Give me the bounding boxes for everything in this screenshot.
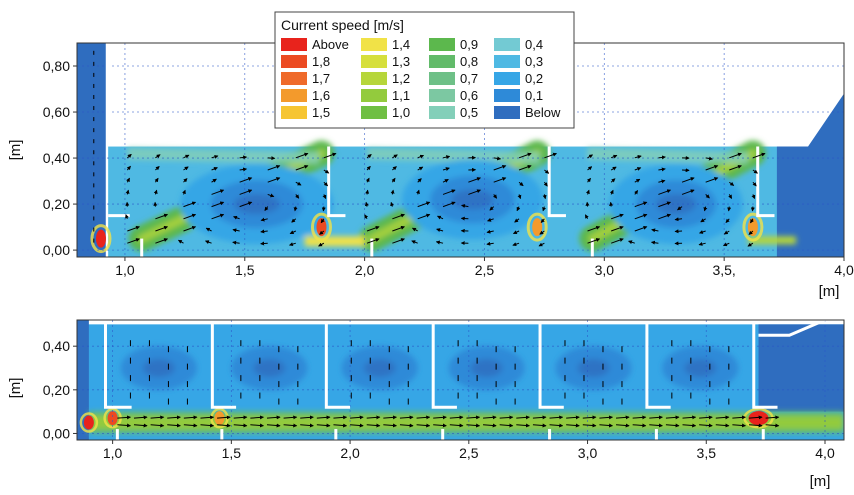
legend-label: 0,5 — [460, 105, 478, 120]
bottom-y-axis-label: [m] — [7, 378, 24, 399]
legend-label: 1,7 — [312, 71, 330, 86]
legend-swatch — [281, 55, 307, 68]
legend-swatch — [429, 106, 455, 119]
legend-swatch — [361, 89, 387, 102]
top-x-ticks: 1,0 1,5 2,0 2,5 3,0 3,5, 4,0 — [115, 257, 854, 278]
x-tick-label: 2,0 — [340, 445, 360, 461]
vortex-core — [577, 359, 609, 377]
legend-label: 1,4 — [392, 37, 410, 52]
legend-swatch — [429, 38, 455, 51]
floor-jet — [305, 236, 365, 246]
legend-swatch — [361, 72, 387, 85]
x-tick-label: 1,0 — [103, 445, 123, 461]
velocity-arrow — [729, 207, 730, 211]
bottom-y-ticks: 0,00 0,20 0,40 — [43, 338, 77, 441]
legend-label: 1,5 — [312, 105, 330, 120]
legend-swatch — [361, 55, 387, 68]
high-speed-spot — [84, 416, 94, 430]
vortex-core — [684, 359, 716, 377]
legend-label: 0,7 — [460, 71, 478, 86]
legend: Current speed [m/s] Above 1,8 1,7 1,6 1,5 1,4… — [275, 12, 574, 128]
top-y-axis-label: [m] — [7, 140, 24, 161]
legend-label: 1,1 — [392, 88, 410, 103]
legend-swatch — [281, 106, 307, 119]
top-y-ticks: 0,00 0,20 0,40 0,60 0,80 — [43, 58, 77, 258]
legend-label: 0,8 — [460, 54, 478, 69]
legend-swatch — [361, 38, 387, 51]
legend-swatch — [494, 55, 520, 68]
x-tick-label: 3,5 — [697, 445, 717, 461]
legend-swatch — [281, 38, 307, 51]
legend-swatch — [281, 72, 307, 85]
legend-label: Below — [525, 105, 561, 120]
legend-label: 0,1 — [525, 88, 543, 103]
high-speed-spot — [108, 411, 118, 425]
bottom-x-axis-label: [m] — [810, 473, 831, 490]
velocity-arrow — [323, 207, 324, 211]
legend-swatch — [494, 89, 520, 102]
legend-label: 1,8 — [312, 54, 330, 69]
legend-swatch — [429, 89, 455, 102]
x-tick-label: 2,5 — [475, 262, 495, 278]
legend-title: Current speed [m/s] — [281, 17, 404, 33]
legend-label: 1,2 — [392, 71, 410, 86]
vortex-core — [364, 359, 396, 377]
legend-label: Above — [312, 37, 349, 52]
x-tick-label: 2,5 — [459, 445, 479, 461]
legend-label: 0,2 — [525, 71, 543, 86]
legend-swatch — [281, 89, 307, 102]
y-tick-label: 0,00 — [43, 425, 70, 441]
bottom-chart: 1,0 1,5 2,0 2,5 3,0 3,5 4,0 0,00 0,20 0,40 [m] [… — [7, 320, 844, 490]
vortex-core — [253, 359, 285, 377]
high-speed-spot — [748, 218, 758, 236]
y-tick-label: 0,60 — [43, 104, 70, 120]
outlet-deep-region — [759, 324, 844, 411]
y-tick-label: 0,20 — [43, 196, 70, 212]
legend-swatch — [494, 38, 520, 51]
velocity-arrow — [261, 243, 268, 244]
legend-swatch — [494, 72, 520, 85]
y-tick-label: 0,40 — [43, 338, 70, 354]
legend-label: 0,6 — [460, 88, 478, 103]
x-tick-label: 1,5 — [222, 445, 242, 461]
x-tick-label: 2,0 — [355, 262, 375, 278]
legend-label: 1,3 — [392, 54, 410, 69]
velocity-arrow — [367, 190, 368, 194]
x-tick-label: 4,0 — [815, 445, 835, 461]
top-x-axis-label: [m] — [819, 283, 840, 300]
x-tick-label: 4,0 — [834, 262, 854, 278]
x-tick-label: 3,0 — [595, 262, 615, 278]
vortex-core — [143, 359, 175, 377]
y-tick-label: 0,20 — [43, 382, 70, 398]
velocity-arrow — [268, 158, 275, 159]
legend-swatch — [494, 106, 520, 119]
legend-swatch — [429, 72, 455, 85]
vortex-core — [471, 359, 503, 377]
x-tick-label: 1,0 — [115, 262, 135, 278]
legend-label: 0,4 — [525, 37, 543, 52]
y-tick-label: 0,00 — [43, 242, 70, 258]
legend-label: 1,0 — [392, 105, 410, 120]
x-tick-label: 3,0 — [578, 445, 598, 461]
high-speed-spot — [96, 230, 106, 248]
bottom-speed-field — [77, 320, 844, 440]
velocity-arrow — [611, 202, 612, 206]
bottom-x-ticks: 1,0 1,5 2,0 2,5 3,0 3,5 4,0 — [103, 440, 835, 461]
x-tick-label: 3,5, — [712, 262, 735, 278]
y-tick-label: 0,80 — [43, 58, 70, 74]
top-speed-contours — [127, 153, 796, 246]
legend-label: 1,6 — [312, 88, 330, 103]
y-tick-label: 0,40 — [43, 150, 70, 166]
legend-label: 0,9 — [460, 37, 478, 52]
legend-label: 0,3 — [525, 54, 543, 69]
x-tick-label: 1,5 — [235, 262, 255, 278]
legend-swatch — [429, 55, 455, 68]
legend-swatch — [361, 106, 387, 119]
